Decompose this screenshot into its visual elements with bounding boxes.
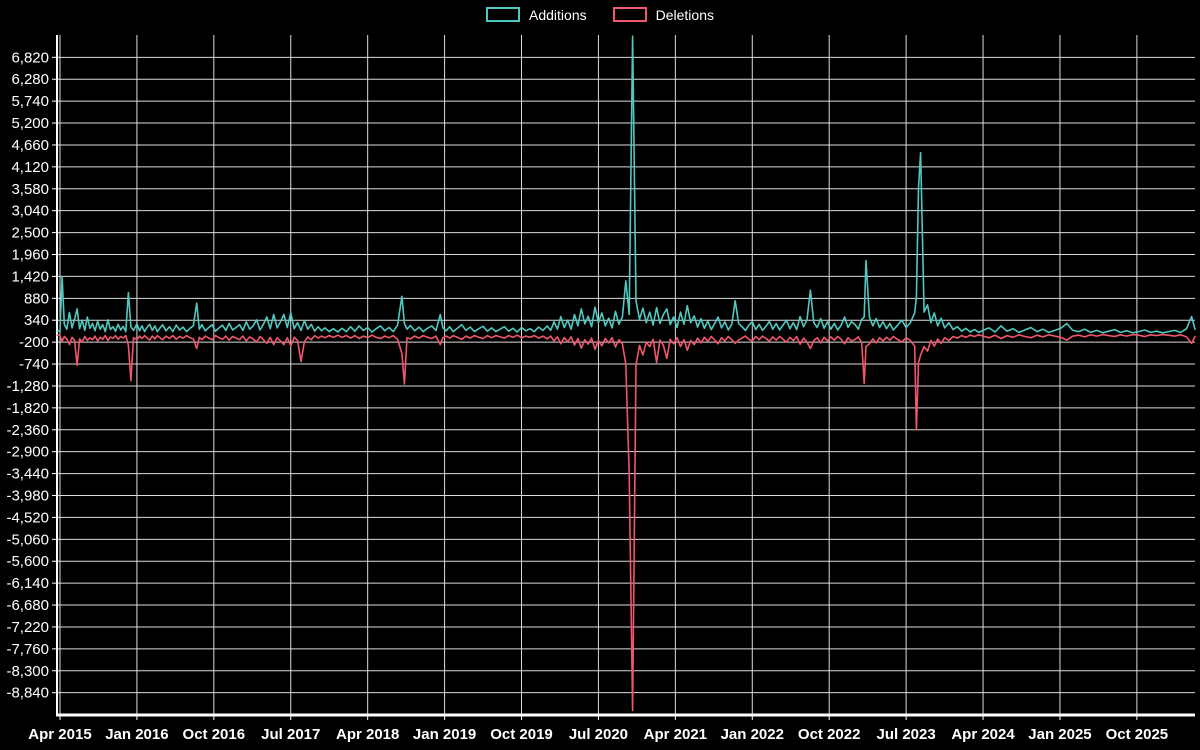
deletions-line[interactable] [56,333,1196,712]
y-axis-label: -6,140 [6,575,49,592]
x-axis-label: Apr 2015 [28,726,91,743]
x-axis-label: Oct 2019 [490,726,553,743]
y-axis-label: -7,220 [6,619,49,636]
x-axis-label: Oct 2016 [183,726,246,743]
x-axis-label: Jul 2017 [261,726,320,743]
y-axis-label: -740 [19,356,49,373]
x-axis-label: Oct 2022 [798,726,861,743]
x-axis-label: Jul 2023 [877,726,936,743]
x-axis-label: Oct 2025 [1106,726,1169,743]
x-axis-label: Jan 2016 [105,726,168,743]
additions-legend-label: Additions [529,6,587,23]
y-axis-label: 4,120 [11,159,49,176]
y-axis-label: -2,360 [6,422,49,439]
x-axis-label: Apr 2018 [336,726,399,743]
y-axis-label: -8,840 [6,685,49,702]
y-axis-label: -1,820 [6,400,49,417]
deletions-swatch-icon [612,7,647,22]
y-axis-label: 1,960 [11,246,49,263]
y-axis-label: 2,500 [11,225,49,242]
y-axis-label: 1,420 [11,268,49,285]
y-axis-label: 340 [24,312,49,329]
y-axis-label: -3,440 [6,466,49,483]
x-axis-label: Jan 2019 [413,726,476,743]
y-axis-label: 6,280 [11,71,49,88]
x-axis-label: Jul 2020 [569,726,628,743]
x-axis-label: Apr 2024 [951,726,1015,743]
y-axis-label: 880 [24,290,49,307]
x-axis-label: Apr 2021 [644,726,707,743]
y-axis-label: -200 [19,334,49,351]
y-axis-label: -5,600 [6,553,49,570]
y-axis-label: -2,900 [6,444,49,461]
y-axis-label: -6,680 [6,597,49,614]
chart-legend: Additions Deletions [0,7,1200,22]
x-axis-label: Jan 2025 [1028,726,1091,743]
deletions-legend-label: Deletions [655,6,714,23]
y-axis-label: 6,820 [11,49,49,66]
y-axis-label: -5,060 [6,531,49,548]
y-axis-label: 3,040 [11,203,49,220]
y-axis-label: -3,980 [6,488,49,505]
x-axis-label: Jan 2022 [721,726,784,743]
y-axis-label: -7,760 [6,641,49,658]
legend-item-deletions[interactable]: Deletions [612,6,714,23]
y-axis-label: 4,660 [11,137,49,154]
y-axis-label: 3,580 [11,181,49,198]
y-axis-label: 5,740 [11,93,49,110]
additions-line[interactable] [56,35,1196,334]
y-axis-label: -8,300 [6,663,49,680]
y-axis-label: 5,200 [11,115,49,132]
legend-item-additions[interactable]: Additions [486,7,587,22]
y-axis-label: -4,520 [6,509,49,526]
y-axis-label: -1,280 [6,378,49,395]
additions-swatch-icon [486,7,521,22]
